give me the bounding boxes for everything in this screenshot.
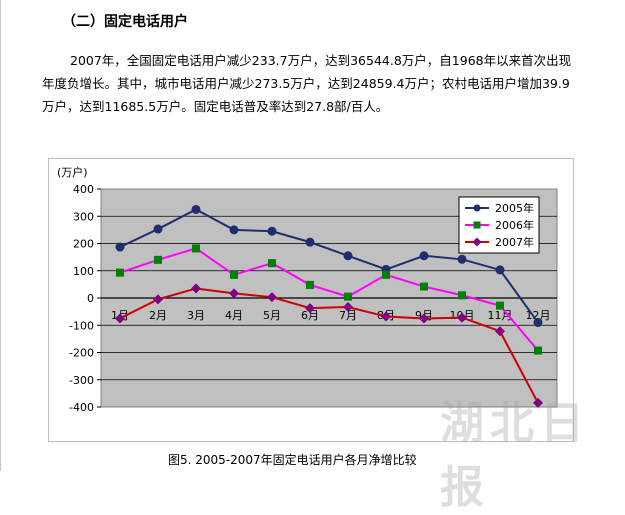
- x-tick-label: 3月: [187, 309, 205, 322]
- data-point-2: [153, 294, 163, 305]
- page-border: [0, 0, 1, 471]
- y-tick-label: 0: [87, 292, 94, 305]
- data-point-0: [229, 225, 239, 235]
- y-tick-label: -300: [69, 374, 94, 387]
- data-point-2: [533, 397, 543, 408]
- y-tick-label: -400: [69, 401, 94, 414]
- x-tick-label: 4月: [225, 309, 243, 322]
- data-point-0: [115, 242, 125, 252]
- watermark-text: 湖北日报: [440, 398, 590, 513]
- data-point-0: [533, 318, 543, 328]
- data-point-1: [154, 255, 162, 264]
- data-point-1: [534, 346, 542, 355]
- data-point-1: [458, 291, 466, 300]
- y-tick-label: -200: [69, 347, 94, 360]
- data-point-2: [381, 311, 391, 322]
- y-tick-label: 100: [73, 265, 94, 278]
- legend-marker-1: [473, 221, 481, 229]
- data-point-2: [191, 283, 201, 294]
- data-point-2: [343, 301, 353, 312]
- legend-label-2: 2007年: [495, 235, 534, 249]
- data-point-2: [457, 312, 467, 323]
- data-point-0: [305, 237, 315, 247]
- y-tick-label: -100: [69, 319, 94, 332]
- y-tick-label: 400: [73, 183, 94, 196]
- x-tick-label: 6月: [301, 309, 319, 322]
- series-line-1: [119, 247, 539, 352]
- section-title: （二）固定电话用户: [62, 14, 188, 30]
- x-tick-label: 2月: [149, 309, 167, 322]
- data-point-0: [153, 224, 163, 234]
- data-point-2: [495, 326, 505, 337]
- data-point-1: [382, 270, 390, 279]
- legend-marker-0: [473, 204, 481, 212]
- chart-frame: 4003002001000-100-200-300-400(万户)1月2月3月4…: [48, 158, 574, 442]
- data-point-1: [230, 270, 238, 279]
- data-point-0: [495, 265, 505, 275]
- y-tick-label: 300: [73, 210, 94, 223]
- x-tick-label: 5月: [263, 309, 281, 322]
- data-point-2: [229, 288, 239, 299]
- legend-label-1: 2006年: [495, 218, 534, 232]
- data-point-1: [268, 259, 276, 268]
- data-point-0: [343, 251, 353, 261]
- data-point-1: [116, 268, 124, 277]
- data-point-1: [344, 292, 352, 301]
- data-point-2: [305, 303, 315, 314]
- body-paragraph: 2007年，全国固定电话用户减少233.7万户，达到36544.8万户，自196…: [42, 53, 572, 114]
- net-growth-line-chart: 4003002001000-100-200-300-400(万户)1月2月3月4…: [57, 165, 558, 414]
- series-line-0: [119, 208, 539, 324]
- data-point-0: [191, 204, 201, 214]
- x-tick-label: 7月: [339, 309, 357, 322]
- data-point-1: [306, 280, 314, 289]
- data-point-0: [267, 226, 277, 236]
- data-point-1: [496, 301, 504, 310]
- legend-marker-2: [472, 237, 482, 247]
- watermark-logo: 湖北日报: [440, 387, 625, 515]
- data-point-0: [457, 254, 467, 264]
- data-point-1: [192, 244, 200, 253]
- data-point-2: [267, 292, 277, 303]
- data-point-2: [419, 313, 429, 324]
- series-line-2: [119, 287, 539, 404]
- data-point-0: [419, 251, 429, 261]
- data-point-2: [115, 313, 125, 324]
- y-axis-label: (万户): [57, 165, 88, 179]
- y-tick-label: 200: [73, 238, 94, 251]
- legend-label-0: 2005年: [495, 201, 534, 215]
- data-point-1: [420, 282, 428, 291]
- figure-caption: 图5. 2005-2007年固定电话用户各月净增比较: [168, 453, 417, 467]
